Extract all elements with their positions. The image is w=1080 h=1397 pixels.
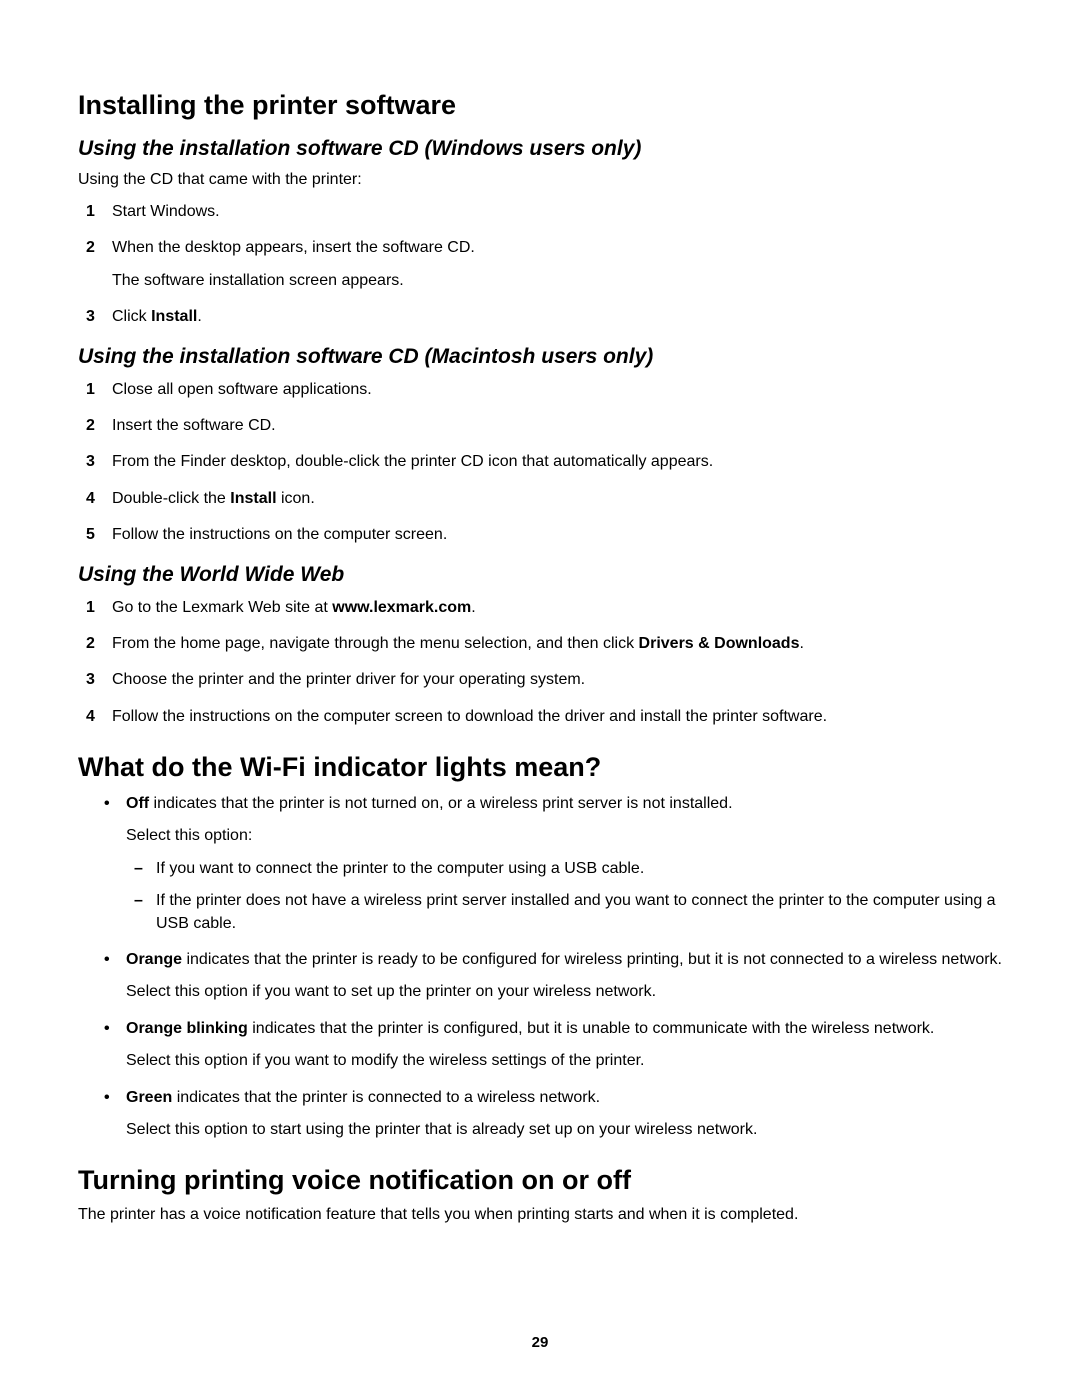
step: 3 Choose the printer and the printer dri… bbox=[78, 669, 1002, 691]
step-bold: www.lexmark.com bbox=[332, 599, 471, 616]
step: 3 From the Finder desktop, double-click … bbox=[78, 451, 1002, 473]
bullet-text: indicates that the printer is not turned… bbox=[149, 795, 732, 812]
step-text: Insert the software CD. bbox=[112, 417, 276, 434]
steps-mac: 1 Close all open software applications. … bbox=[78, 379, 1002, 547]
step: 4 Follow the instructions on the compute… bbox=[78, 706, 1002, 728]
step-text: . bbox=[197, 308, 201, 325]
step-text: Close all open software applications. bbox=[112, 381, 372, 398]
subheading-mac: Using the installation software CD (Maci… bbox=[78, 345, 1002, 369]
step-text: When the desktop appears, insert the sof… bbox=[112, 239, 475, 256]
heading-install: Installing the printer software bbox=[78, 90, 1002, 121]
dash-item: If the printer does not have a wireless … bbox=[126, 890, 1002, 935]
step-text: Click bbox=[112, 308, 151, 325]
step: 5 Follow the instructions on the compute… bbox=[78, 524, 1002, 546]
step-text: Go to the Lexmark Web site at bbox=[112, 599, 332, 616]
step-number: 1 bbox=[86, 201, 95, 223]
bullet-text: indicates that the printer is ready to b… bbox=[182, 951, 1002, 968]
step-number: 1 bbox=[86, 379, 95, 401]
step-number: 5 bbox=[86, 524, 95, 546]
subheading-windows: Using the installation software CD (Wind… bbox=[78, 137, 1002, 161]
bullet-bold: Orange bbox=[126, 951, 182, 968]
step-text: From the Finder desktop, double-click th… bbox=[112, 453, 713, 470]
subheading-web: Using the World Wide Web bbox=[78, 563, 1002, 587]
page-number: 29 bbox=[0, 1334, 1080, 1351]
bullet-text: indicates that the printer is configured… bbox=[248, 1020, 935, 1037]
step: 2 From the home page, navigate through t… bbox=[78, 633, 1002, 655]
step: 2 When the desktop appears, insert the s… bbox=[78, 237, 1002, 292]
step: 1 Go to the Lexmark Web site at www.lexm… bbox=[78, 597, 1002, 619]
wifi-bullets: Off indicates that the printer is not tu… bbox=[78, 793, 1002, 1141]
step-text: . bbox=[799, 635, 803, 652]
bullet-bold: Off bbox=[126, 795, 149, 812]
intro-voice: The printer has a voice notification fea… bbox=[78, 1206, 1002, 1224]
step-text: icon. bbox=[277, 490, 315, 507]
page: Installing the printer software Using th… bbox=[0, 0, 1080, 1397]
bullet-off: Off indicates that the printer is not tu… bbox=[78, 793, 1002, 935]
bullet-orange-blinking: Orange blinking indicates that the print… bbox=[78, 1018, 1002, 1073]
dash-item: If you want to connect the printer to th… bbox=[126, 858, 1002, 880]
steps-windows: 1 Start Windows. 2 When the desktop appe… bbox=[78, 201, 1002, 329]
heading-voice: Turning printing voice notification on o… bbox=[78, 1165, 1002, 1196]
step-number: 3 bbox=[86, 306, 95, 328]
bullet-paragraph: Select this option to start using the pr… bbox=[126, 1119, 1002, 1141]
step-text: From the home page, navigate through the… bbox=[112, 635, 639, 652]
step-text: Follow the instructions on the computer … bbox=[112, 526, 447, 543]
bullet-text: indicates that the printer is connected … bbox=[172, 1089, 600, 1106]
dash-list: If you want to connect the printer to th… bbox=[126, 858, 1002, 935]
bullet-paragraph: Select this option: bbox=[126, 825, 1002, 847]
bullet-paragraph: Select this option if you want to set up… bbox=[126, 981, 1002, 1003]
step-bold: Drivers & Downloads bbox=[639, 635, 800, 652]
bullet-bold: Orange blinking bbox=[126, 1020, 248, 1037]
step-text: Start Windows. bbox=[112, 203, 220, 220]
step-number: 2 bbox=[86, 415, 95, 437]
steps-web: 1 Go to the Lexmark Web site at www.lexm… bbox=[78, 597, 1002, 729]
bullet-green: Green indicates that the printer is conn… bbox=[78, 1087, 1002, 1142]
step-number: 4 bbox=[86, 706, 95, 728]
step-bold: Install bbox=[230, 490, 276, 507]
step-number: 4 bbox=[86, 488, 95, 510]
step: 3 Click Install. bbox=[78, 306, 1002, 328]
step-text: Double-click the bbox=[112, 490, 230, 507]
bullet-orange: Orange indicates that the printer is rea… bbox=[78, 949, 1002, 1004]
step-number: 1 bbox=[86, 597, 95, 619]
step-number: 3 bbox=[86, 451, 95, 473]
step-text: . bbox=[471, 599, 475, 616]
heading-wifi: What do the Wi-Fi indicator lights mean? bbox=[78, 752, 1002, 783]
step: 4 Double-click the Install icon. bbox=[78, 488, 1002, 510]
step-number: 2 bbox=[86, 633, 95, 655]
step-bold: Install bbox=[151, 308, 197, 325]
step: 2 Insert the software CD. bbox=[78, 415, 1002, 437]
step-number: 2 bbox=[86, 237, 95, 259]
step-text: Follow the instructions on the computer … bbox=[112, 708, 827, 725]
step-note: The software installation screen appears… bbox=[112, 270, 1002, 292]
bullet-paragraph: Select this option if you want to modify… bbox=[126, 1050, 1002, 1072]
step: 1 Close all open software applications. bbox=[78, 379, 1002, 401]
step: 1 Start Windows. bbox=[78, 201, 1002, 223]
intro-windows: Using the CD that came with the printer: bbox=[78, 171, 1002, 189]
step-text: Choose the printer and the printer drive… bbox=[112, 671, 585, 688]
step-number: 3 bbox=[86, 669, 95, 691]
bullet-bold: Green bbox=[126, 1089, 172, 1106]
